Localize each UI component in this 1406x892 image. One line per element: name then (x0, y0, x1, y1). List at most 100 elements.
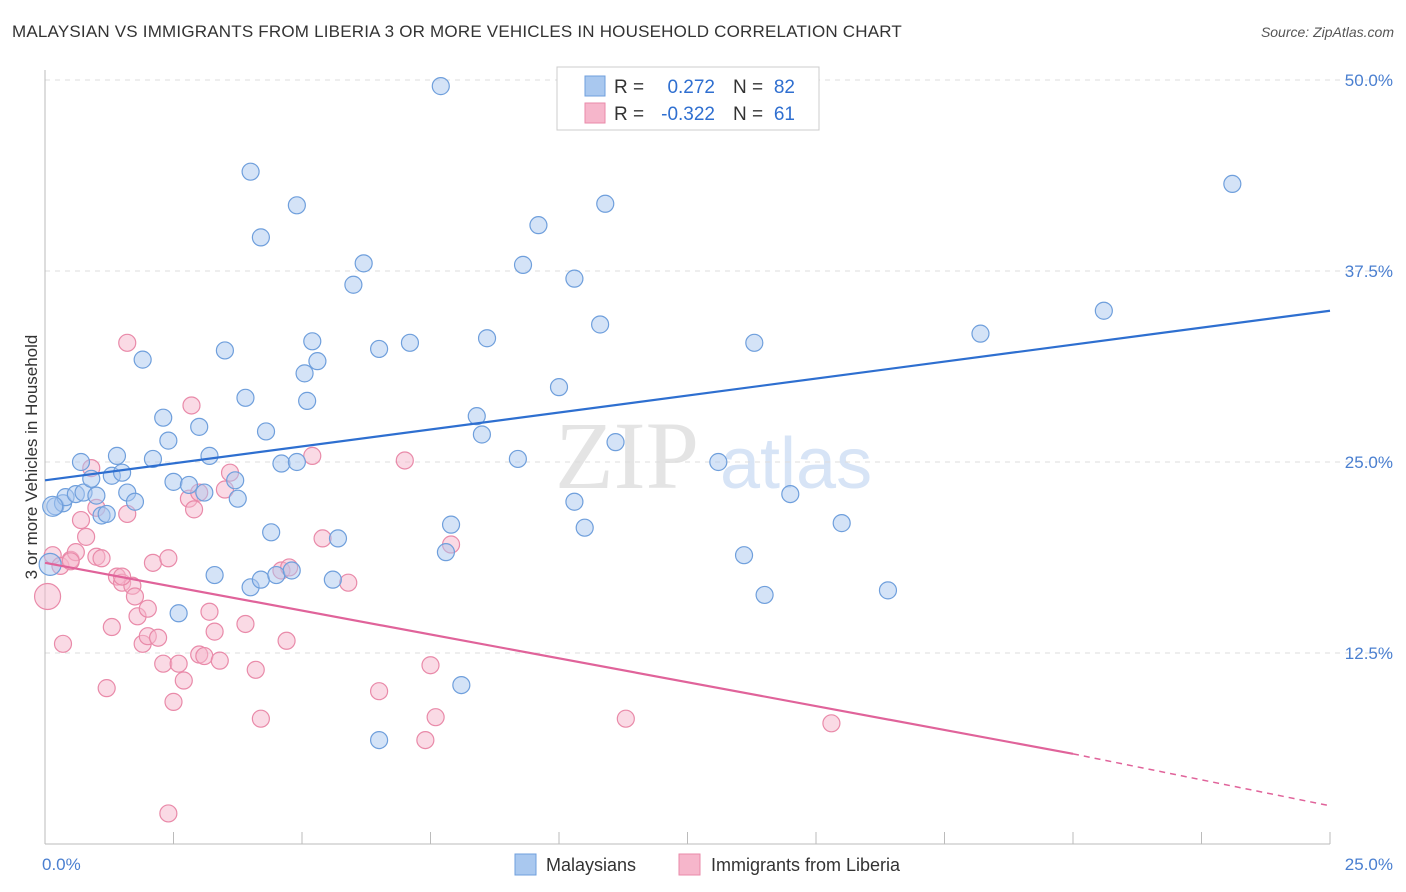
scatter-point (370, 682, 389, 701)
legend: R = 0.272 N = 82 R = -0.322 N = 61 (556, 66, 820, 131)
scatter-point (228, 489, 247, 508)
legend-swatch-blue (584, 75, 606, 97)
scatter-point (370, 730, 389, 750)
scatter-point (138, 599, 157, 618)
trend-lines (44, 309, 1331, 807)
chart-title: MALAYSIAN VS IMMIGRANTS FROM LIBERIA 3 O… (12, 22, 903, 41)
scatter-point (755, 585, 774, 605)
scatter-point (179, 475, 199, 495)
scatter-point (565, 492, 584, 511)
scatter-point (159, 431, 178, 450)
y-tick-label: 12.5% (1345, 644, 1393, 663)
scatter-point (195, 483, 214, 502)
bottom-legend: Malaysians Immigrants from Liberia (514, 853, 901, 876)
legend-r-value-2: -0.322 (661, 104, 715, 125)
legend-n-label-1: N = (733, 77, 763, 98)
scatter-point (1223, 174, 1242, 194)
scatter-point (71, 510, 91, 530)
scatter-point (125, 587, 145, 606)
scatter-point (251, 709, 270, 728)
scatter-point (143, 449, 163, 469)
scatter-point (236, 614, 255, 634)
scatter-point (190, 417, 209, 436)
legend-n-value-1: 82 (774, 77, 795, 98)
legend-n-label-2: N = (733, 104, 763, 125)
scatter-point (251, 570, 270, 589)
scatter-point (267, 565, 286, 585)
scatter-point (143, 553, 163, 572)
scatter-point (287, 452, 306, 472)
scatter-point (200, 446, 219, 465)
scatter-point (328, 529, 348, 548)
scatter-point (303, 332, 322, 351)
scatter-point (125, 492, 145, 511)
trend-line-liberia-extension (1072, 753, 1331, 807)
scatter-point (61, 552, 80, 571)
y-tick-label: 25.0% (1345, 453, 1393, 472)
scatter-point (313, 529, 332, 548)
scatter-point (287, 196, 306, 215)
scatter-point (33, 582, 62, 611)
y-tick-label: 50.0% (1345, 71, 1393, 90)
scatter-point (107, 446, 127, 465)
scatter-point (781, 484, 800, 504)
scatter-point (395, 451, 414, 470)
scatter-point (616, 709, 635, 728)
scatter-point (1094, 301, 1113, 320)
scatter-point (184, 500, 204, 519)
scatter-point (272, 454, 291, 473)
scatter-point (441, 515, 461, 534)
scatter-point (426, 708, 445, 727)
scatter-point (148, 628, 168, 647)
scatter-point (709, 452, 728, 472)
scatter-point (308, 352, 327, 371)
scatter-point (575, 518, 594, 537)
scatter-point (53, 634, 73, 653)
scatter-point (226, 471, 245, 490)
scatter-point (878, 581, 898, 600)
scatter-point (42, 495, 64, 517)
legend-swatch-pink (584, 102, 606, 124)
y-axis-label: 3 or more Vehicles in Household (22, 335, 41, 580)
scatter-point (472, 425, 491, 444)
scatter-point (734, 546, 754, 565)
scatter-point (416, 730, 435, 750)
scatter-point (323, 570, 342, 589)
scatter-point (596, 194, 615, 213)
scatter-point (303, 446, 322, 465)
x-tick-label-min: 0.0% (42, 855, 81, 874)
scatter-point (971, 324, 990, 343)
scatter-point (112, 463, 132, 482)
scatter-point (251, 228, 270, 247)
scatter-point (354, 254, 373, 273)
scatter-point (97, 504, 116, 524)
scatter-point (215, 341, 234, 360)
watermark-zip: ZIP (555, 402, 699, 509)
scatter-point (262, 523, 281, 542)
scatter-point (745, 333, 764, 352)
scatter-point (282, 561, 301, 580)
legend-r-label-2: R = (614, 104, 644, 125)
scatter-point (344, 275, 363, 294)
scatter-point (164, 692, 183, 711)
legend-n-value-2: 61 (774, 104, 795, 125)
trend-line-malaysians (44, 309, 1331, 482)
scatter-point (236, 388, 255, 407)
scatter-point (164, 472, 183, 491)
scatter-point (169, 654, 188, 673)
bottom-legend-label-malaysians: Malaysians (546, 855, 636, 875)
scatter-point (591, 315, 610, 334)
scatter-point (277, 631, 296, 650)
scatter-point (565, 269, 584, 288)
scatter-point (133, 350, 152, 369)
scatter-point (477, 329, 497, 348)
x-ticks (44, 832, 1331, 844)
series-liberia-points (33, 333, 841, 823)
scatter-point (210, 651, 229, 670)
scatter-point (298, 391, 317, 410)
scatter-point (200, 602, 219, 621)
scatter-point (452, 675, 471, 695)
y-tick-label: 37.5% (1345, 262, 1393, 281)
scatter-point (87, 486, 106, 505)
